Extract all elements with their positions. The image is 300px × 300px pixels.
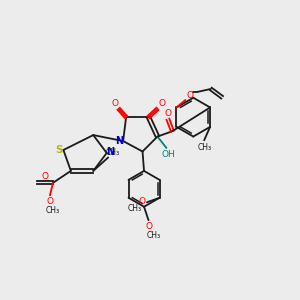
Text: O: O <box>186 91 193 100</box>
Text: S: S <box>55 145 62 155</box>
Text: O: O <box>46 197 53 206</box>
Text: CH₃: CH₃ <box>106 148 120 157</box>
Text: CH₃: CH₃ <box>198 143 212 152</box>
Text: O: O <box>139 197 146 206</box>
Text: O: O <box>146 222 153 231</box>
Text: O: O <box>164 109 171 118</box>
Text: O: O <box>41 172 48 181</box>
Text: N: N <box>115 136 123 146</box>
Text: CH₃: CH₃ <box>146 231 161 240</box>
Text: N: N <box>106 147 114 157</box>
Text: CH₃: CH₃ <box>128 204 142 213</box>
Text: O: O <box>158 99 165 108</box>
Text: O: O <box>111 99 118 108</box>
Text: OH: OH <box>162 150 176 159</box>
Text: CH₃: CH₃ <box>46 206 60 215</box>
